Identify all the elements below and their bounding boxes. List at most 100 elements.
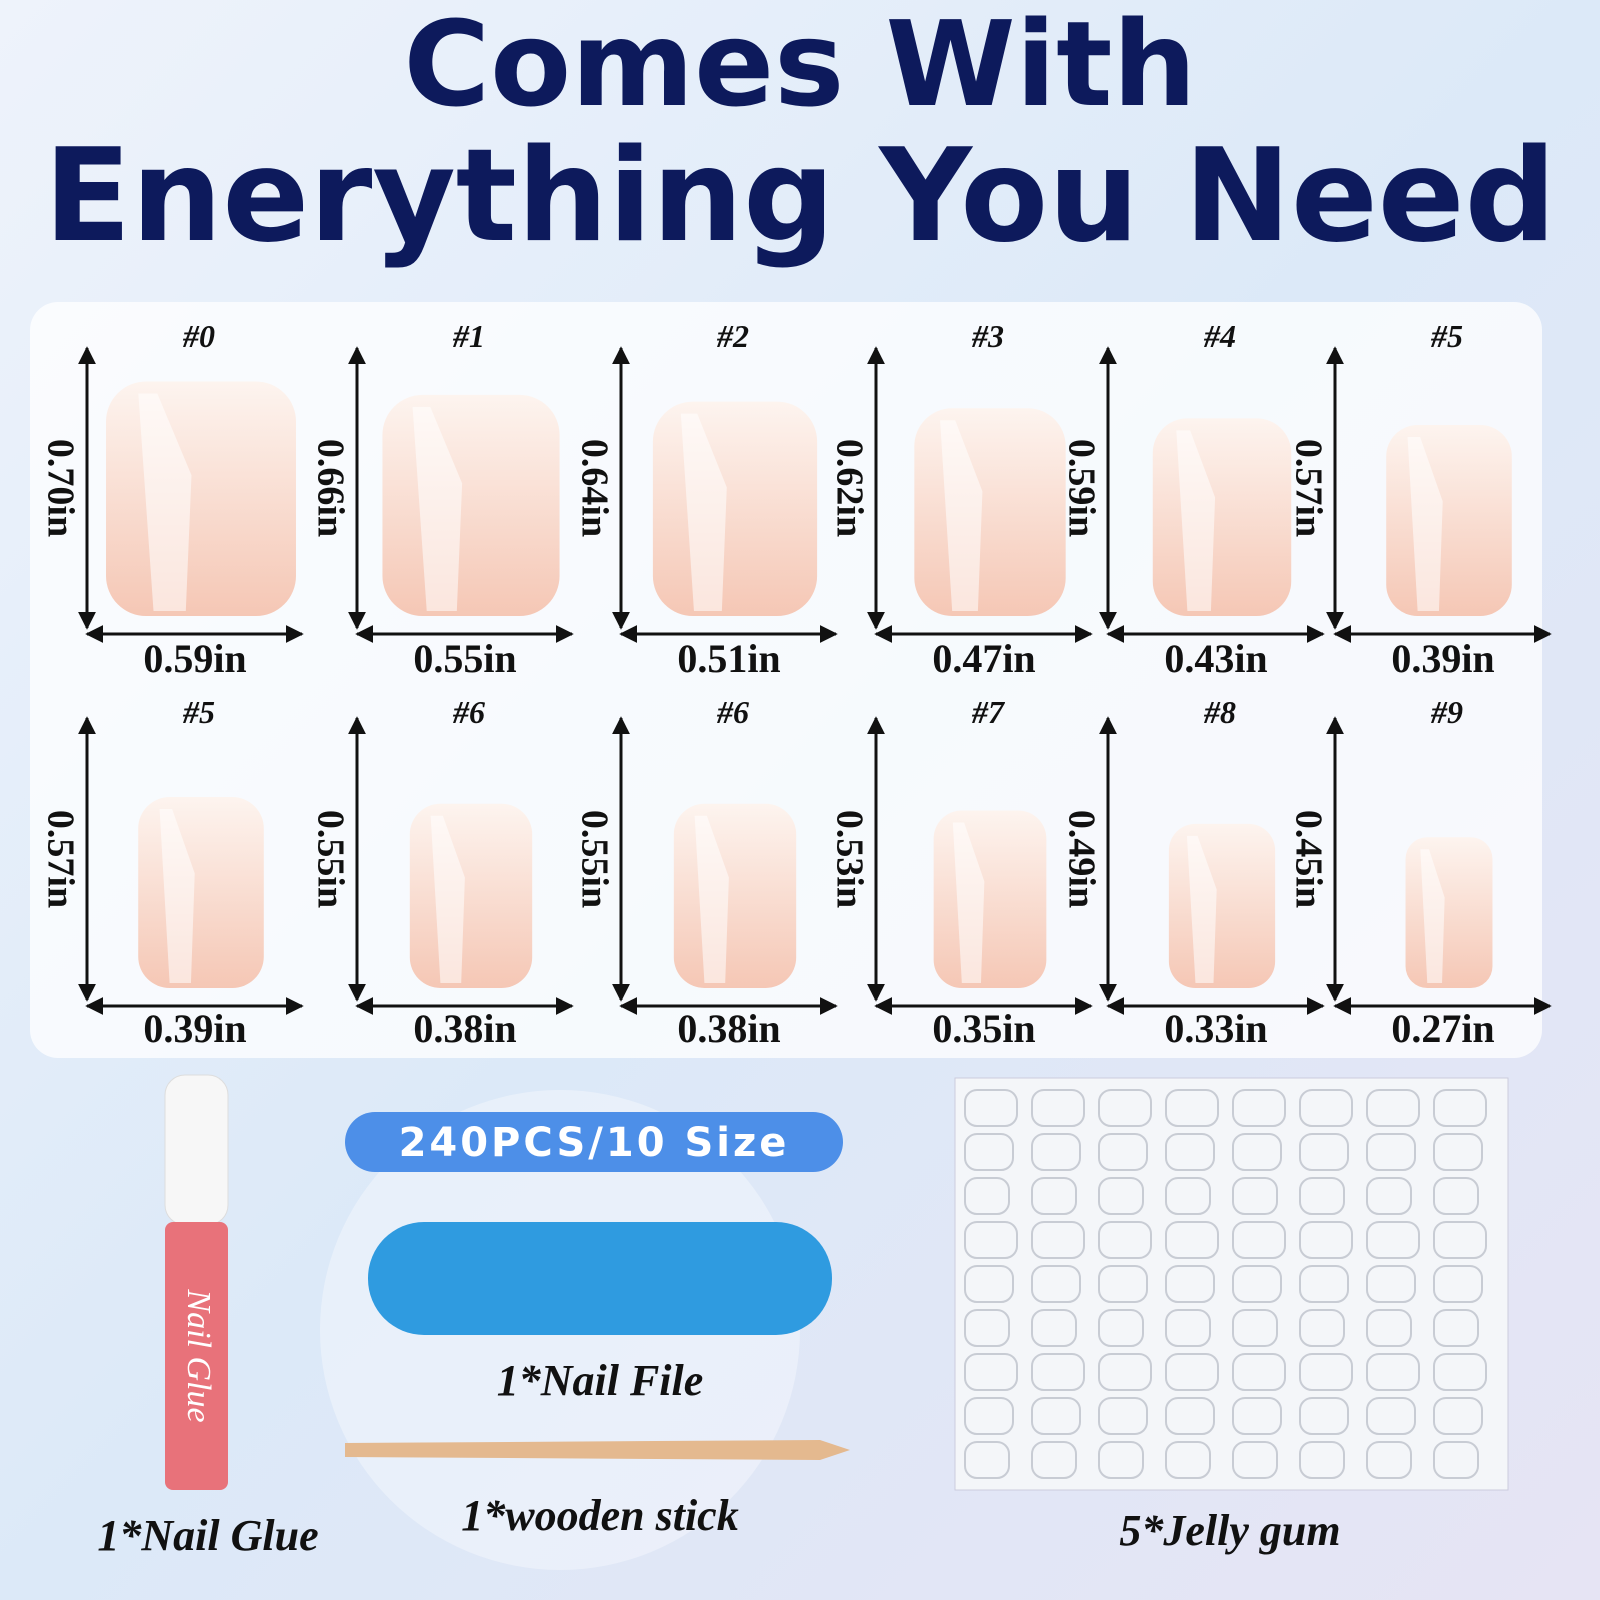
nail-shine bbox=[1407, 437, 1443, 611]
jelly-tab bbox=[1031, 1265, 1081, 1303]
nail bbox=[1386, 425, 1512, 616]
badge-text: 240PCS/10 Size bbox=[399, 1120, 790, 1166]
jelly-tab bbox=[1366, 1397, 1416, 1435]
jelly-tab bbox=[964, 1353, 1018, 1391]
height-label: 0.55in bbox=[573, 810, 615, 908]
jelly-tab bbox=[1031, 1309, 1077, 1347]
nail-shine bbox=[694, 815, 729, 983]
jelly-tab bbox=[1433, 1177, 1479, 1215]
badge bbox=[345, 1112, 843, 1172]
jelly-tab bbox=[1366, 1133, 1416, 1171]
jelly-tab bbox=[1165, 1353, 1219, 1391]
jelly-tab bbox=[1098, 1441, 1144, 1479]
size-grid: #0 0.70in 0.59in #1 0.66in 0.55in #2 0.64in 0.51… bbox=[39, 318, 1552, 1051]
jelly-tab bbox=[1299, 1133, 1349, 1171]
jelly-tab bbox=[964, 1309, 1010, 1347]
jelly-tab bbox=[1433, 1133, 1483, 1171]
jelly-tab bbox=[1433, 1397, 1483, 1435]
height-label: 0.55in bbox=[309, 810, 351, 908]
jelly-tab bbox=[1299, 1221, 1353, 1259]
jelly-tab bbox=[1165, 1265, 1215, 1303]
jelly-tab bbox=[1031, 1441, 1077, 1479]
jelly-tab bbox=[1232, 1441, 1278, 1479]
jelly-tab bbox=[1098, 1397, 1148, 1435]
width-label: 0.47in bbox=[932, 636, 1035, 681]
wooden-stick bbox=[345, 1440, 850, 1460]
jelly-tab bbox=[1433, 1221, 1487, 1259]
height-label: 0.57in bbox=[39, 810, 81, 908]
nail bbox=[673, 803, 797, 988]
width-label: 0.38in bbox=[413, 1006, 516, 1051]
jelly-tab bbox=[1299, 1353, 1353, 1391]
jelly-tab bbox=[1232, 1353, 1286, 1391]
size-label: #6 bbox=[452, 694, 485, 730]
jelly-tab bbox=[1232, 1397, 1282, 1435]
width-label: 0.38in bbox=[677, 1006, 780, 1051]
width-label: 0.33in bbox=[1164, 1006, 1267, 1051]
item-label: 1*Nail Glue bbox=[97, 1511, 318, 1560]
jelly-tab bbox=[964, 1441, 1010, 1479]
jelly-sheet bbox=[954, 1077, 1509, 1491]
title-line: Comes With bbox=[404, 0, 1197, 133]
jelly-tab bbox=[1366, 1353, 1420, 1391]
nail-shine bbox=[952, 822, 985, 983]
jelly-tab bbox=[1299, 1177, 1345, 1215]
jelly-tab bbox=[1165, 1309, 1211, 1347]
height-label: 0.57in bbox=[1287, 439, 1329, 537]
jelly-tab bbox=[1232, 1265, 1282, 1303]
jelly-tab bbox=[1299, 1265, 1349, 1303]
jelly-tab bbox=[1433, 1353, 1487, 1391]
nail bbox=[652, 401, 818, 616]
nail-shine bbox=[159, 809, 195, 983]
nail bbox=[933, 810, 1047, 988]
width-label: 0.43in bbox=[1164, 636, 1267, 681]
jelly-tab bbox=[964, 1133, 1014, 1171]
jelly-tab bbox=[964, 1089, 1018, 1127]
jelly-tab bbox=[1232, 1177, 1278, 1215]
jelly-tab bbox=[1299, 1397, 1349, 1435]
size-label: #5 bbox=[182, 694, 215, 730]
jelly-tab bbox=[1031, 1221, 1085, 1259]
jelly-tab bbox=[1366, 1309, 1412, 1347]
nail-shine bbox=[680, 413, 727, 611]
jelly-tab bbox=[1366, 1265, 1416, 1303]
nail-shine bbox=[1186, 835, 1217, 983]
jelly-tab bbox=[1098, 1089, 1152, 1127]
height-label: 0.49in bbox=[1060, 810, 1102, 908]
jelly-tab bbox=[964, 1221, 1018, 1259]
size-label: #0 bbox=[182, 318, 215, 354]
jelly-tab bbox=[1366, 1221, 1420, 1259]
width-label: 0.35in bbox=[932, 1006, 1035, 1051]
width-label: 0.27in bbox=[1391, 1006, 1494, 1051]
size-label: #6 bbox=[716, 694, 749, 730]
size-label: #2 bbox=[716, 318, 749, 354]
jelly-tab bbox=[1299, 1089, 1353, 1127]
nail-file bbox=[368, 1222, 832, 1335]
height-label: 0.53in bbox=[828, 810, 870, 908]
height-label: 0.70in bbox=[39, 439, 81, 537]
size-label: #3 bbox=[971, 318, 1004, 354]
jelly-tab bbox=[1098, 1353, 1152, 1391]
title-line: Enerything You Need bbox=[44, 122, 1556, 271]
jelly-tab bbox=[1232, 1089, 1286, 1127]
size-label: #7 bbox=[971, 694, 1006, 730]
nail bbox=[106, 381, 296, 616]
jelly-tab bbox=[1098, 1309, 1144, 1347]
height-label: 0.64in bbox=[573, 439, 615, 537]
jelly-tab bbox=[1299, 1309, 1345, 1347]
size-label: #5 bbox=[1430, 318, 1463, 354]
nail bbox=[409, 803, 533, 988]
size-label: #1 bbox=[452, 318, 485, 354]
item-label: 1*Nail File bbox=[497, 1356, 704, 1405]
jelly-tab bbox=[1031, 1397, 1081, 1435]
jelly-tab bbox=[1031, 1353, 1085, 1391]
nail bbox=[1405, 837, 1493, 988]
nail bbox=[914, 408, 1066, 616]
width-label: 0.51in bbox=[677, 636, 780, 681]
jelly-tab bbox=[1165, 1089, 1219, 1127]
jelly-tab bbox=[1165, 1441, 1211, 1479]
jelly-tab bbox=[1366, 1177, 1412, 1215]
nail-shine bbox=[1176, 430, 1216, 611]
jelly-tab bbox=[964, 1265, 1014, 1303]
jelly-tab bbox=[1031, 1089, 1085, 1127]
